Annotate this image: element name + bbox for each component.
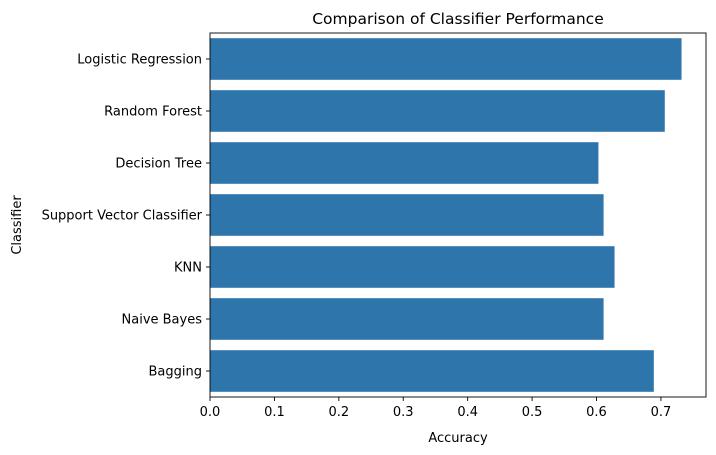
- ticks: Logistic Regression Random Forest Decision…: [42, 53, 672, 421]
- bars: [210, 38, 682, 392]
- x-tick-label: 0.0: [200, 405, 221, 420]
- y-tick-label: Logistic Regression: [77, 53, 202, 68]
- bar: [210, 350, 654, 392]
- chart-title: Comparison of Classifier Performance: [312, 10, 604, 28]
- x-tick-label: 0.1: [264, 405, 285, 420]
- bar: [210, 298, 604, 340]
- x-tick-label: 0.7: [651, 405, 672, 420]
- bar: [210, 194, 604, 236]
- bar: [210, 38, 682, 80]
- y-tick-label: KNN: [174, 261, 202, 276]
- y-tick-label: Decision Tree: [115, 157, 202, 172]
- y-tick-label: Naive Bayes: [122, 313, 203, 328]
- x-axis-label: Accuracy: [428, 431, 488, 446]
- bar: [210, 246, 615, 288]
- y-tick-label: Random Forest: [104, 105, 202, 120]
- x-tick-label: 0.2: [328, 405, 349, 420]
- x-tick-label: 0.6: [586, 405, 607, 420]
- y-tick-label: Support Vector Classifier: [42, 209, 203, 224]
- y-axis-label: Classifier: [10, 195, 25, 255]
- x-tick-label: 0.3: [393, 405, 414, 420]
- x-tick-label: 0.4: [457, 405, 478, 420]
- y-tick-label: Bagging: [149, 365, 203, 380]
- x-tick-label: 0.5: [522, 405, 543, 420]
- bar: [210, 142, 599, 184]
- bar: [210, 90, 665, 132]
